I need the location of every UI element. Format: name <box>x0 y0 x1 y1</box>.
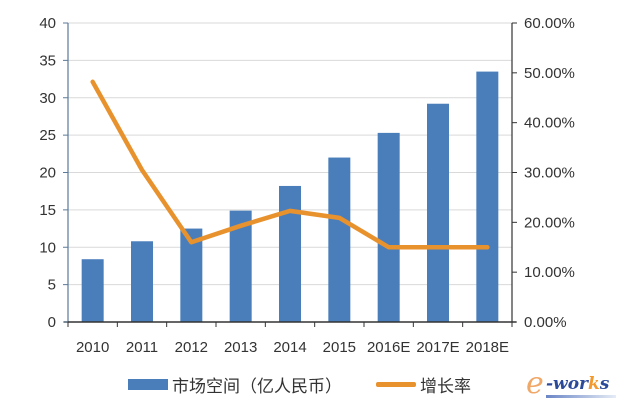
growth-rate-line <box>90 79 490 250</box>
bar-2015 <box>328 157 351 322</box>
svg-text:0: 0 <box>48 314 56 331</box>
svg-text:2014: 2014 <box>273 339 306 356</box>
legend-item-market: 市场空间（亿人民币） <box>128 372 342 397</box>
svg-text:30: 30 <box>39 90 56 107</box>
svg-text:35: 35 <box>39 52 56 69</box>
bar-2012 <box>180 228 203 322</box>
bar-2014 <box>279 185 301 322</box>
left-axis-labels: 0 5 10 15 20 25 30 35 40 <box>39 15 56 331</box>
bar-2013 <box>229 210 252 322</box>
svg-text:2010: 2010 <box>76 339 109 356</box>
svg-text:25: 25 <box>39 127 56 144</box>
logo-text-k: k <box>588 374 600 394</box>
svg-text:2015: 2015 <box>323 339 356 356</box>
svg-text:2012: 2012 <box>175 339 208 356</box>
eworks-logo: e -works <box>526 366 618 401</box>
legend-item-growth: 增长率 <box>376 372 471 397</box>
line-swatch-icon <box>376 382 416 387</box>
svg-text:20: 20 <box>39 165 56 182</box>
logo-text-end: s <box>599 374 610 394</box>
svg-text:2016E: 2016E <box>367 339 410 356</box>
bar-swatch-icon <box>128 379 168 390</box>
svg-text:2017E: 2017E <box>416 339 459 356</box>
legend: 市场空间（亿人民币） 增长率 <box>128 372 505 397</box>
svg-text:20.00%: 20.00% <box>524 214 575 231</box>
svg-text:50.00%: 50.00% <box>524 65 575 82</box>
svg-text:15: 15 <box>39 202 56 219</box>
svg-text:2018E: 2018E <box>466 339 509 356</box>
axes <box>63 22 517 327</box>
bar-2016E <box>377 132 400 322</box>
svg-text:10.00%: 10.00% <box>524 264 575 281</box>
line-series <box>90 79 490 250</box>
svg-text:0.00%: 0.00% <box>524 314 567 331</box>
svg-text:2011: 2011 <box>126 339 158 356</box>
svg-text:30.00%: 30.00% <box>524 165 575 182</box>
logo-underline <box>546 395 616 398</box>
logo-text-main: -wor <box>546 374 588 394</box>
bar-series <box>81 71 499 323</box>
svg-text:40.00%: 40.00% <box>524 115 575 132</box>
bar-2010 <box>81 259 104 322</box>
right-axis-labels: 0.00% 10.00% 20.00% 30.00% 40.00% 50.00% 60.00… <box>524 15 575 331</box>
bar-2011 <box>131 241 153 322</box>
logo-e-glyph: e <box>526 366 544 401</box>
svg-text:10: 10 <box>39 239 56 256</box>
svg-text:60.00%: 60.00% <box>524 15 575 32</box>
bar-2017E <box>427 103 449 322</box>
x-axis-labels: 2010 2011 2012 2013 2014 2015 2016E 2017E 2018E <box>76 339 509 356</box>
legend-label-market: 市场空间（亿人民币） <box>172 377 342 397</box>
bar-2018E <box>476 71 499 323</box>
svg-text:40: 40 <box>39 15 56 32</box>
svg-text:2013: 2013 <box>224 339 257 356</box>
svg-text:5: 5 <box>48 277 56 294</box>
logo-text: -works <box>546 374 609 394</box>
legend-label-growth: 增长率 <box>420 377 471 397</box>
